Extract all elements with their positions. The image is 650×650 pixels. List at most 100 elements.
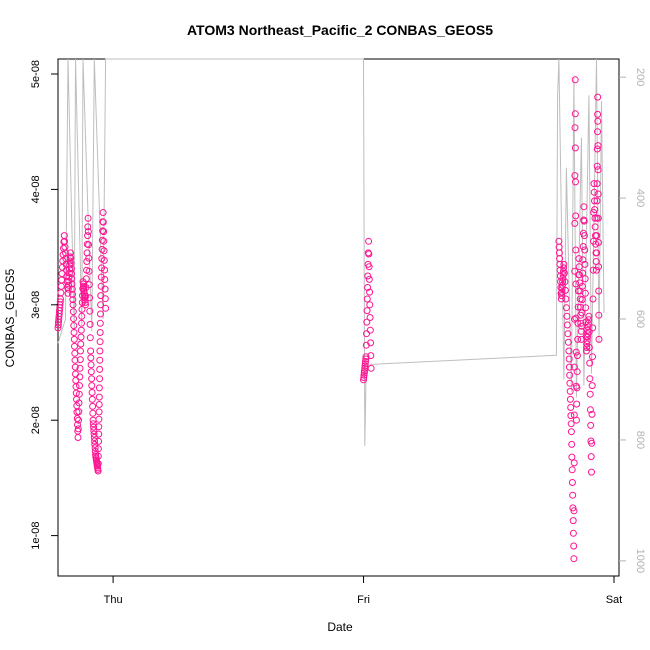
data-point	[91, 437, 99, 445]
data-point	[67, 249, 74, 257]
data-point	[100, 228, 108, 236]
data-point	[585, 328, 593, 336]
data-point	[586, 375, 594, 383]
data-point	[364, 284, 372, 291]
data-point	[68, 275, 76, 283]
data-point	[558, 285, 566, 293]
data-point	[589, 295, 597, 303]
data-point	[94, 445, 102, 453]
data-point	[66, 261, 74, 269]
data-point	[362, 357, 369, 365]
data-point	[68, 280, 76, 288]
data-point	[96, 329, 104, 336]
data-point	[579, 256, 587, 264]
data-point	[96, 338, 104, 346]
data-point	[561, 278, 569, 286]
data-point	[572, 280, 580, 288]
data-point	[362, 353, 370, 361]
y-tick-label: 5e-08	[30, 60, 42, 88]
data-point	[594, 128, 601, 136]
data-point	[572, 178, 579, 186]
data-point	[570, 507, 578, 515]
data-point	[86, 334, 94, 342]
data-point	[574, 335, 582, 343]
data-point	[366, 326, 374, 334]
data-point	[69, 296, 77, 304]
data-point	[83, 258, 91, 265]
data-point	[558, 292, 566, 300]
data-point	[97, 273, 105, 281]
data-point	[588, 410, 596, 418]
data-point	[367, 364, 375, 372]
data-point	[595, 311, 603, 319]
data-point	[565, 355, 573, 363]
data-point	[65, 281, 72, 289]
data-point	[77, 333, 85, 341]
data-point	[570, 459, 578, 467]
data-point	[97, 310, 104, 318]
data-point	[64, 285, 72, 293]
data-point	[100, 247, 108, 255]
data-point	[590, 188, 598, 196]
y2-tick-label: 800	[634, 431, 646, 449]
data-point	[361, 362, 369, 370]
data-point	[94, 452, 102, 460]
data-point	[74, 425, 82, 433]
data-point	[366, 288, 374, 296]
data-point	[86, 307, 94, 315]
data-point	[562, 304, 570, 312]
data-point	[566, 387, 574, 395]
data-point	[571, 267, 579, 275]
data-point	[593, 197, 601, 205]
data-point	[81, 294, 89, 302]
data-point	[589, 266, 597, 274]
data-point	[75, 390, 83, 398]
data-point	[574, 303, 582, 311]
data-point	[581, 246, 589, 254]
data-point	[587, 453, 595, 461]
data-point	[363, 295, 371, 303]
data-point	[566, 395, 574, 403]
data-point	[367, 339, 375, 347]
data-point	[95, 430, 103, 438]
data-point	[75, 399, 83, 407]
data-point	[586, 406, 594, 414]
data-point	[588, 468, 595, 476]
data-point	[70, 329, 78, 336]
data-point	[100, 237, 108, 245]
data-point	[575, 263, 583, 271]
data-point	[573, 400, 581, 408]
data-point	[564, 330, 572, 338]
y2-tick-label: 1000	[634, 549, 646, 573]
data-point	[571, 124, 579, 132]
data-point	[84, 232, 92, 240]
data-point	[360, 374, 368, 381]
data-point	[94, 460, 102, 468]
data-point	[581, 275, 589, 283]
data-point	[365, 237, 373, 245]
data-point	[569, 517, 577, 525]
data-point	[68, 285, 76, 293]
data-point	[573, 352, 581, 360]
data-point	[88, 389, 96, 396]
data-point	[559, 271, 567, 279]
data-point	[85, 281, 93, 289]
data-point	[78, 312, 86, 320]
data-point	[69, 301, 77, 309]
data-point	[58, 276, 66, 284]
data-point	[72, 370, 79, 378]
data-point	[560, 264, 568, 272]
x-tick-label: Sat	[606, 594, 623, 606]
data-point	[87, 368, 95, 376]
data-point	[584, 323, 592, 331]
x-axis-label: Date	[327, 620, 353, 634]
data-point	[57, 282, 65, 290]
data-point	[562, 295, 570, 303]
y2-tick-label: 600	[634, 310, 646, 328]
data-point	[364, 272, 372, 280]
data-point	[588, 439, 596, 447]
data-point	[587, 421, 595, 429]
data-point	[69, 290, 76, 298]
data-point	[559, 278, 567, 286]
data-point	[95, 423, 103, 431]
